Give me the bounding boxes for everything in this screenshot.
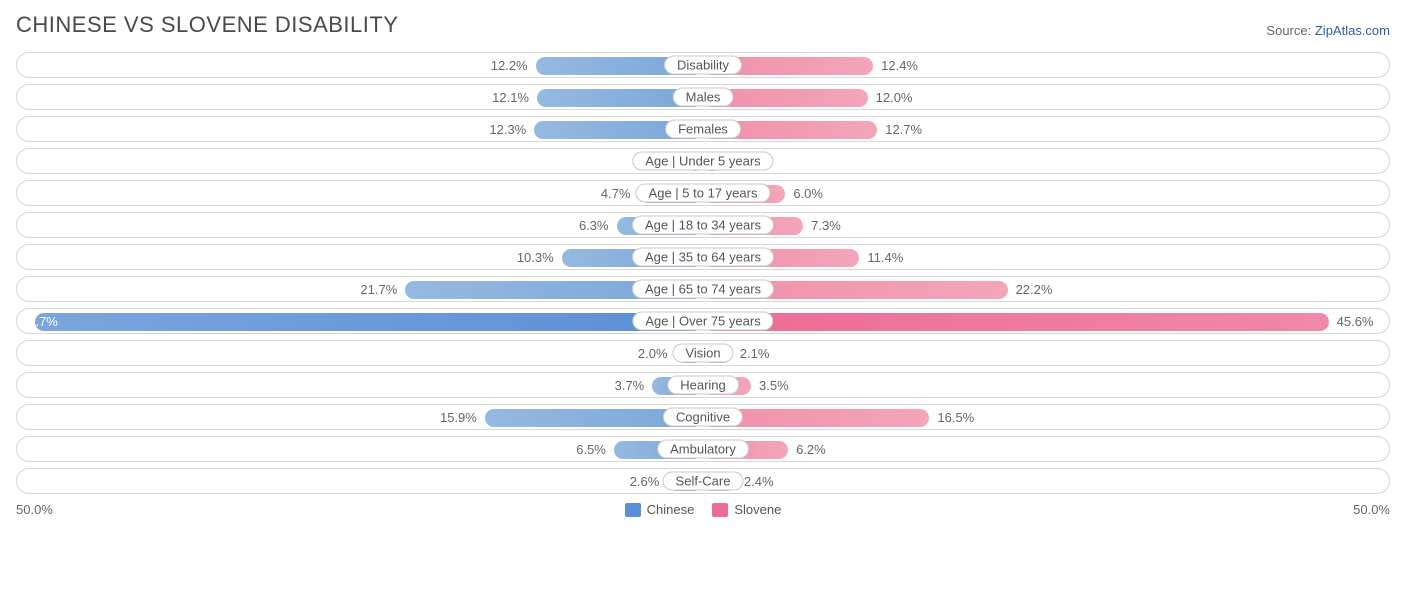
legend-item-left: Chinese — [625, 502, 695, 517]
value-label-left: 10.3% — [517, 245, 554, 270]
value-label-right: 12.4% — [881, 53, 918, 78]
value-label-left: 12.2% — [491, 53, 528, 78]
value-label-right: 16.5% — [937, 405, 974, 430]
bar-row: 1.1%1.4%Age | Under 5 years — [16, 148, 1390, 174]
legend-label-right: Slovene — [734, 502, 781, 517]
source-attribution: Source: ZipAtlas.com — [1266, 23, 1390, 38]
bar-row: 12.3% 12.7% Females — [16, 116, 1390, 142]
source-label: Source: — [1266, 23, 1311, 38]
bar-row: 15.9% 16.5% Cognitive — [16, 404, 1390, 430]
legend-label-left: Chinese — [647, 502, 695, 517]
chart-title: CHINESE VS SLOVENE DISABILITY — [16, 12, 399, 38]
category-pill: Males — [673, 88, 734, 107]
bar-right — [703, 313, 1329, 331]
category-pill: Age | 18 to 34 years — [632, 216, 774, 235]
bar-row: 10.3% 11.4% Age | 35 to 64 years — [16, 244, 1390, 270]
bar-row: 2.6% 2.4%Self-Care — [16, 468, 1390, 494]
category-pill: Females — [665, 120, 741, 139]
legend-swatch-right — [712, 503, 728, 517]
category-pill: Ambulatory — [657, 440, 749, 459]
value-label-right: 12.0% — [876, 85, 913, 110]
value-label-right: 12.7% — [885, 117, 922, 142]
bar-row: 6.5% 6.2% Ambulatory — [16, 436, 1390, 462]
value-label-left: 48.7% — [21, 309, 58, 334]
axis-label-right: 50.0% — [1353, 502, 1390, 517]
value-label-left: 15.9% — [440, 405, 477, 430]
legend-item-right: Slovene — [712, 502, 781, 517]
chart-footer: 50.0% Chinese Slovene 50.0% — [16, 502, 1390, 517]
legend-swatch-left — [625, 503, 641, 517]
category-pill: Self-Care — [663, 472, 744, 491]
value-label-right: 6.2% — [796, 437, 826, 462]
value-label-right: 7.3% — [811, 213, 841, 238]
value-label-left: 6.5% — [576, 437, 606, 462]
bar-row: 12.2% 12.4% Disability — [16, 52, 1390, 78]
category-pill: Age | Over 75 years — [632, 312, 773, 331]
category-pill: Disability — [664, 56, 742, 75]
source-link[interactable]: ZipAtlas.com — [1315, 23, 1390, 38]
value-label-left: 12.3% — [489, 117, 526, 142]
value-label-left: 2.0% — [638, 341, 668, 366]
value-label-right: 3.5% — [759, 373, 789, 398]
bar-row: 2.0% 2.1% Vision — [16, 340, 1390, 366]
chart-rows: 12.2% 12.4% Disability 12.1% 12.0% Males 12.3%… — [16, 52, 1390, 494]
chart-header: CHINESE VS SLOVENE DISABILITY Source: Zi… — [16, 12, 1390, 38]
legend: Chinese Slovene — [625, 502, 782, 517]
value-label-left: 3.7% — [615, 373, 645, 398]
value-label-right: 6.0% — [793, 181, 823, 206]
category-pill: Cognitive — [663, 408, 743, 427]
value-label-left: 2.6% — [630, 469, 660, 494]
value-label-left: 4.7% — [601, 181, 631, 206]
bar-row: 48.7% 45.6% Age | Over 75 years — [16, 308, 1390, 334]
bar-row: 6.3% 7.3% Age | 18 to 34 years — [16, 212, 1390, 238]
category-pill: Age | 65 to 74 years — [632, 280, 774, 299]
value-label-right: 11.4% — [867, 245, 903, 270]
bar-left — [35, 313, 703, 331]
value-label-right: 45.6% — [1337, 309, 1374, 334]
category-pill: Vision — [672, 344, 733, 363]
bar-row: 21.7% 22.2% Age | 65 to 74 years — [16, 276, 1390, 302]
category-pill: Age | Under 5 years — [632, 152, 773, 171]
value-label-right: 22.2% — [1016, 277, 1053, 302]
axis-label-left: 50.0% — [16, 502, 53, 517]
category-pill: Age | 5 to 17 years — [636, 184, 771, 203]
value-label-left: 6.3% — [579, 213, 609, 238]
value-label-left: 12.1% — [492, 85, 529, 110]
category-pill: Age | 35 to 64 years — [632, 248, 774, 267]
bar-row: 3.7% 3.5% Hearing — [16, 372, 1390, 398]
bar-row: 12.1% 12.0% Males — [16, 84, 1390, 110]
category-pill: Hearing — [667, 376, 739, 395]
value-label-left: 21.7% — [360, 277, 397, 302]
value-label-right: 2.4% — [744, 469, 774, 494]
value-label-right: 2.1% — [740, 341, 770, 366]
bar-row: 4.7% 6.0% Age | 5 to 17 years — [16, 180, 1390, 206]
